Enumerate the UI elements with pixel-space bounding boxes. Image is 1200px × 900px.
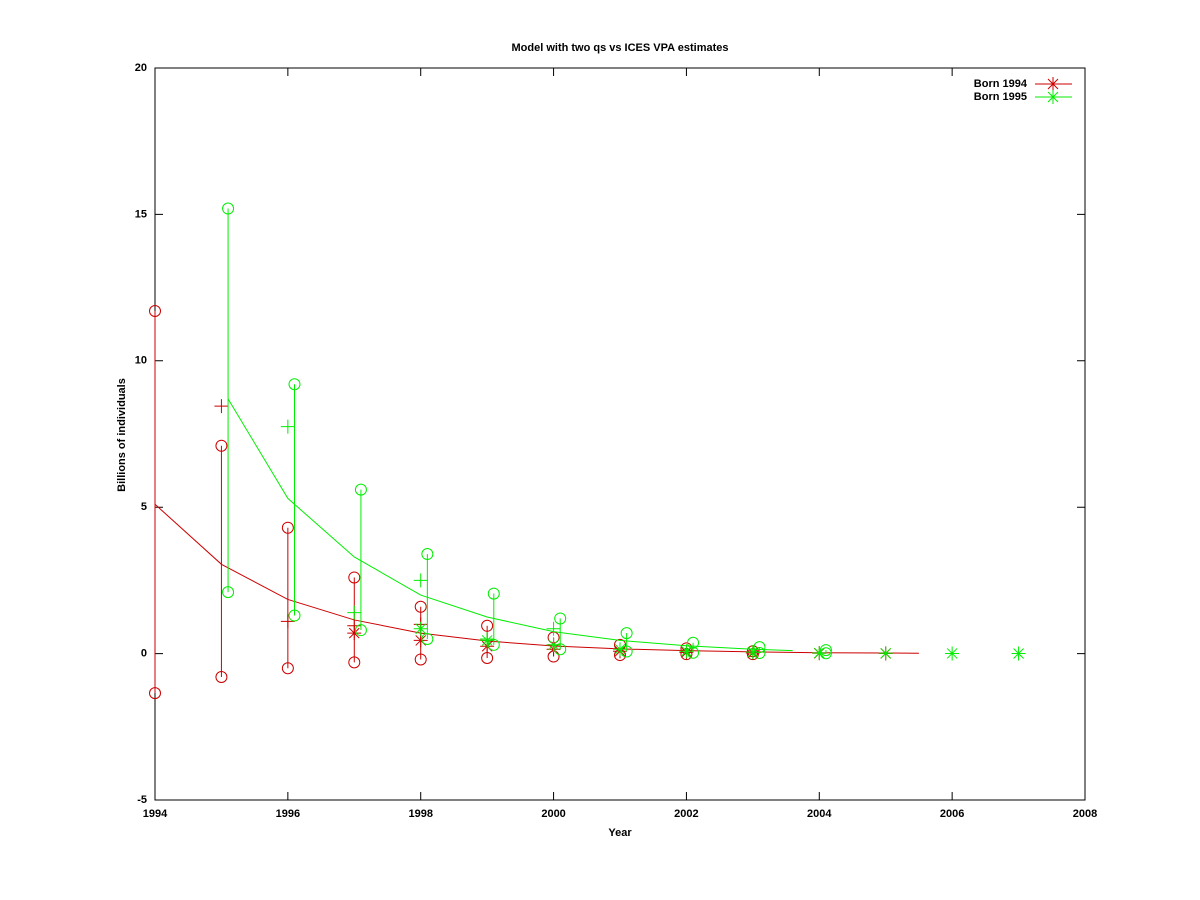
bar-low-marker — [348, 656, 361, 669]
bar-high-marker — [487, 587, 500, 600]
bar-high-marker — [215, 439, 228, 452]
bar-high-marker — [687, 636, 700, 649]
bar-high-marker — [421, 548, 434, 561]
star-marker — [945, 646, 960, 661]
x-tick-label: 1996 — [276, 808, 300, 820]
plus-marker — [280, 614, 295, 629]
y-axis-label: Billions of individuals — [116, 378, 128, 492]
x-tick-label: 1998 — [408, 808, 432, 820]
y-tick-label: 10 — [135, 355, 147, 367]
plus-marker — [280, 419, 295, 434]
bar-high-marker — [149, 305, 161, 318]
x-tick-label: 2004 — [807, 808, 832, 820]
bar-high-marker — [819, 644, 832, 657]
plus-marker — [347, 605, 362, 620]
bar-low-marker — [222, 586, 235, 599]
bar-low-marker — [554, 643, 567, 656]
y-tick-label: -5 — [137, 794, 147, 806]
star-marker — [745, 645, 760, 660]
x-tick-label: 2002 — [674, 808, 698, 820]
bar-high-marker — [414, 600, 427, 613]
bar-low-marker — [149, 687, 161, 700]
plus-marker — [214, 399, 229, 414]
y-tick-label: 20 — [135, 62, 147, 74]
star-marker — [413, 621, 428, 636]
x-tick-label: 2006 — [940, 808, 964, 820]
model-line — [227, 398, 793, 652]
chart-title: Model with two qs vs ICES VPA estimates — [512, 42, 729, 54]
bar-low-marker — [414, 653, 427, 666]
x-axis-label: Year — [608, 827, 632, 839]
bar-high-marker — [354, 483, 367, 496]
x-tick-label: 2000 — [541, 808, 565, 820]
legend-marker — [1046, 90, 1060, 104]
star-marker — [812, 646, 827, 661]
bar-low-marker — [215, 671, 228, 684]
star-marker — [347, 626, 362, 641]
model-line — [154, 503, 919, 654]
legend-label: Born 1994 — [974, 78, 1028, 90]
bar-high-marker — [281, 521, 294, 534]
star-marker — [1011, 646, 1026, 661]
bar-low-marker — [281, 662, 294, 675]
bar-high-marker — [554, 612, 567, 625]
x-tick-label: 1994 — [143, 808, 168, 820]
star-marker — [480, 633, 495, 648]
x-tick-label: 2008 — [1073, 808, 1097, 820]
bar-high-marker — [348, 571, 361, 584]
bar-low-marker — [288, 609, 301, 622]
y-tick-label: 0 — [141, 648, 147, 660]
bar-high-marker — [288, 378, 301, 391]
bar-low-marker — [620, 645, 633, 658]
y-tick-label: 5 — [141, 501, 147, 513]
star-marker — [878, 646, 893, 661]
legend-label: Born 1995 — [974, 91, 1027, 103]
star-marker — [546, 637, 561, 652]
bar-high-marker — [481, 619, 494, 632]
plus-marker — [413, 573, 428, 588]
star-marker — [613, 642, 627, 657]
legend-marker — [1046, 77, 1060, 91]
bar-high-marker — [620, 627, 633, 640]
bar-low-marker — [354, 624, 367, 637]
star-marker — [679, 644, 694, 659]
bar-high-marker — [753, 641, 766, 654]
star-marker — [413, 633, 428, 648]
bar-low-marker — [421, 632, 434, 645]
bar-high-marker — [222, 202, 235, 215]
y-tick-label: 15 — [135, 208, 147, 220]
plus-marker — [546, 621, 561, 636]
